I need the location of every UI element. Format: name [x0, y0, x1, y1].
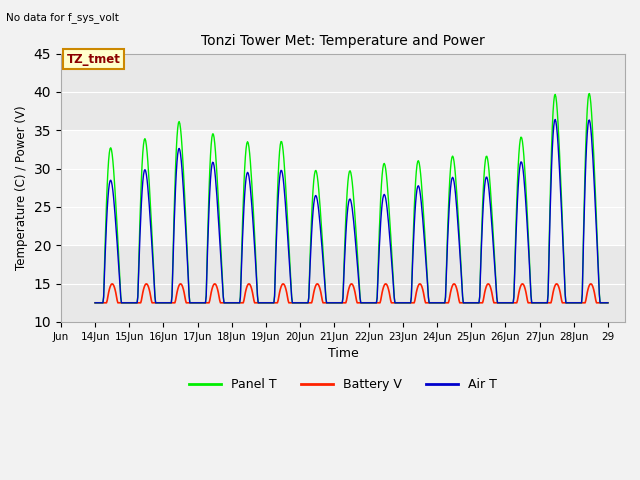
- Legend: Panel T, Battery V, Air T: Panel T, Battery V, Air T: [184, 373, 502, 396]
- X-axis label: Time: Time: [328, 347, 358, 360]
- Y-axis label: Temperature (C) / Power (V): Temperature (C) / Power (V): [15, 106, 28, 270]
- Text: No data for f_sys_volt: No data for f_sys_volt: [6, 12, 119, 23]
- Text: TZ_tmet: TZ_tmet: [67, 53, 120, 66]
- Title: Tonzi Tower Met: Temperature and Power: Tonzi Tower Met: Temperature and Power: [201, 34, 485, 48]
- Bar: [61, 130, 625, 245]
